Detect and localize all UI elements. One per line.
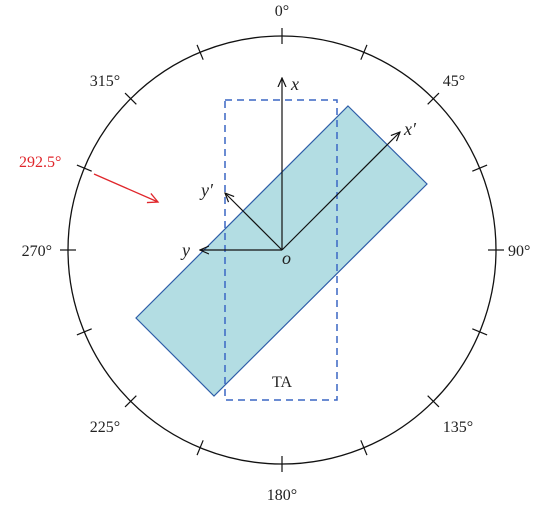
origin-label: o	[282, 248, 291, 268]
label-270-deg: 270°	[22, 243, 52, 260]
label-45-deg: 45°	[443, 73, 465, 90]
coordinate-axes	[200, 78, 400, 250]
x-axis-label: x	[290, 74, 299, 94]
label-180-deg: 180°	[267, 487, 297, 504]
label-315-deg: 315°	[90, 73, 120, 90]
label-highlight-angle: 292.5°	[19, 154, 61, 171]
tick-mark	[360, 440, 368, 456]
y-prime-axis-label: y′	[199, 180, 214, 200]
tick-mark	[196, 44, 204, 60]
tick-mark	[76, 328, 92, 336]
x-prime-axis-label: x′	[403, 119, 417, 139]
tick-mark	[472, 164, 488, 172]
label-0-deg: 0°	[275, 3, 289, 20]
ta-region-label: TA	[272, 374, 292, 391]
tick-mark	[427, 92, 440, 105]
tick-mark	[196, 440, 204, 456]
tick-mark	[360, 44, 368, 60]
tick-mark	[124, 395, 137, 408]
highlight-arrow	[93, 173, 158, 202]
label-225-deg: 225°	[90, 419, 120, 436]
tick-mark	[427, 395, 440, 408]
tick-mark	[124, 92, 137, 105]
label-90-deg: 90°	[508, 243, 530, 260]
label-135-deg: 135°	[443, 419, 473, 436]
x-prime-axis-arrow	[281, 132, 400, 251]
circle-ticks	[60, 28, 504, 472]
tick-mark	[76, 164, 92, 172]
y-prime-axis-arrow	[225, 193, 283, 251]
tick-mark	[472, 328, 488, 336]
y-axis-label: y	[180, 240, 190, 260]
